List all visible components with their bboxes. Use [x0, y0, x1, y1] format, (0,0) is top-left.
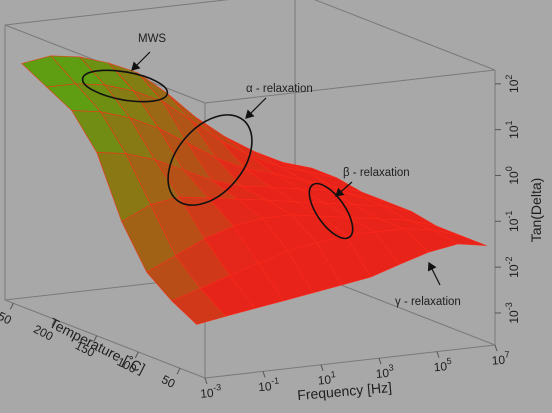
- gamma-arrow: [427, 261, 441, 286]
- annotation: MWS: [138, 33, 166, 45]
- z-axis-label: Tan(Delta): [528, 178, 544, 243]
- surface-cell: [171, 288, 227, 325]
- x-tick-label: 101: [317, 369, 337, 387]
- x-tick: [378, 358, 382, 365]
- y-tick: [134, 351, 139, 359]
- x-tick-label: 103: [375, 363, 395, 381]
- annotation: β - relaxation: [343, 167, 410, 179]
- alpha-arrow: [245, 97, 267, 119]
- z-tick-label: 101: [504, 120, 521, 138]
- x-tick-label: 10-1: [257, 376, 280, 395]
- y-tick: [9, 303, 14, 310]
- annotations: MWS α - relaxation β - relaxation γ - re…: [81, 33, 461, 308]
- alpha-ellipse: [167, 114, 253, 206]
- box-frame: [4, 0, 496, 379]
- x-tick: [262, 371, 266, 378]
- mws-ellipse: [81, 69, 169, 103]
- annotation: γ - relaxation: [395, 296, 461, 308]
- x-tick: [320, 364, 324, 371]
- box-edge: [4, 299, 206, 379]
- x-tick-label: 10-3: [199, 382, 222, 401]
- z-tick-label: 102: [504, 75, 521, 93]
- y-tick: [176, 368, 181, 375]
- z-tick-label: 100: [504, 166, 521, 184]
- y-tick: [93, 335, 98, 342]
- z-tick-label: 10-1: [504, 211, 521, 232]
- x-tick-label: 107: [491, 350, 511, 368]
- x-tick-label: 105: [433, 356, 453, 374]
- z-tick-label: 10-3: [504, 302, 521, 323]
- y-tick: [51, 319, 56, 326]
- annotation: α - relaxation: [246, 83, 313, 95]
- box-edge: [204, 69, 496, 104]
- box-edge: [204, 344, 496, 379]
- x-tick: [204, 377, 208, 385]
- x-tick: [436, 351, 440, 358]
- surface: [21, 55, 487, 325]
- x-tick: [494, 344, 498, 352]
- y-tick-label: 50: [159, 372, 178, 391]
- mws-arrow: [131, 51, 151, 71]
- beta-arrow: [335, 181, 353, 197]
- box-edge: [314, 0, 496, 71]
- box-edge: [4, 0, 230, 26]
- z-tick-label: 10-2: [504, 256, 521, 277]
- beta-ellipse: [308, 182, 354, 240]
